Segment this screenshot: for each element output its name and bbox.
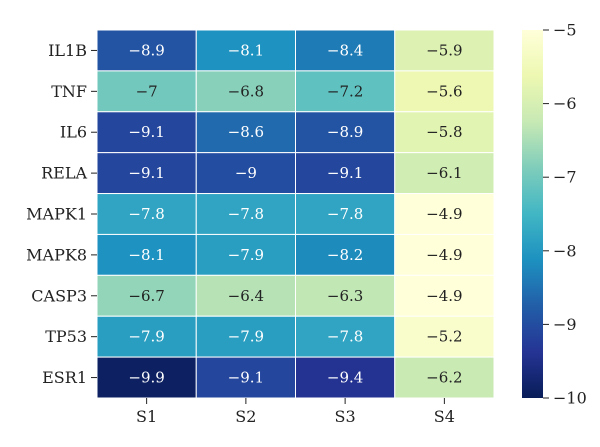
heatmap-cell-mapk8-s2 <box>195 233 296 276</box>
row-labels: IL1B TNF IL6 RELA MAPK1 MAPK8 CASP3 TP53 ESR1 <box>26 41 97 387</box>
colorbar-tick-label: −9 <box>553 315 577 334</box>
cell-value-label: −7.9 <box>228 246 264 264</box>
cell-value-label: −7.8 <box>228 205 264 223</box>
colorbar-tick-label: −7 <box>553 168 577 187</box>
colorbar-ticks: −5 −6 −7 −8 −9 −10 <box>543 21 587 408</box>
cell-value-label: −9.1 <box>327 164 363 182</box>
cell-value-label: −4.9 <box>426 287 462 305</box>
row-label-il6: IL6 <box>60 123 87 142</box>
colorbar-tick-label: −10 <box>553 389 587 408</box>
cell-value-label: −7.8 <box>128 205 164 223</box>
heatmap-cell-il6-s2 <box>195 111 296 154</box>
heatmap-cell-casp3-s4 <box>394 274 495 317</box>
cell-value-label: −8.1 <box>128 246 164 264</box>
cell-value-label: −5.2 <box>426 328 462 346</box>
column-label-s3: S3 <box>335 407 356 426</box>
cell-value-label: −6.2 <box>426 369 462 387</box>
row-label-tnf: TNF <box>51 82 87 101</box>
cell-value-label: −7.8 <box>327 205 363 223</box>
cell-value-label: −6.3 <box>327 287 363 305</box>
cell-value-label: −7.8 <box>327 328 363 346</box>
cell-value-label: −9.9 <box>128 369 164 387</box>
colorbar-tick-label: −8 <box>553 241 577 260</box>
heatmap-cell-tnf-s2 <box>195 70 296 113</box>
heatmap-cell-il1b-s1 <box>96 29 197 72</box>
cell-value-label: −6.4 <box>228 287 264 305</box>
cell-value-label: −9.1 <box>128 164 164 182</box>
heatmap-cell-mapk8-s3 <box>295 233 396 276</box>
cell-value-label: −5.9 <box>426 41 462 59</box>
heatmap-cell-tp53-s1 <box>96 315 197 358</box>
heatmap-cell-rela-s2 <box>195 152 296 195</box>
cell-value-label: −8.9 <box>327 123 363 141</box>
heatmap-cell-tp53-s3 <box>295 315 396 358</box>
colorbar-tick-label: −5 <box>553 21 577 40</box>
cell-value-label: −6.7 <box>128 287 164 305</box>
cell-value-label: −7.2 <box>327 82 363 100</box>
row-label-casp3: CASP3 <box>31 286 87 305</box>
row-label-mapk1: MAPK1 <box>26 205 87 224</box>
cell-value-label: −9.1 <box>228 369 264 387</box>
heatmap-cell-casp3-s3 <box>295 274 396 317</box>
heatmap-cell-rela-s4 <box>394 152 495 195</box>
cell-value-label: −9 <box>235 164 257 182</box>
cell-value-label: −8.9 <box>128 41 164 59</box>
heatmap-cell-il1b-s2 <box>195 29 296 72</box>
cell-value-label: −6.8 <box>228 82 264 100</box>
cell-value-label: −9.4 <box>327 369 363 387</box>
cell-value-label: −4.9 <box>426 246 462 264</box>
cell-value-label: −8.1 <box>228 41 264 59</box>
column-label-s1: S1 <box>136 407 157 426</box>
cell-value-label: −6.1 <box>426 164 462 182</box>
row-label-rela: RELA <box>41 164 87 183</box>
row-label-esr1: ESR1 <box>42 368 87 387</box>
heatmap-cell-il1b-s4 <box>394 29 495 72</box>
heatmap-cell-casp3-s1 <box>96 274 197 317</box>
colorbar <box>522 30 543 398</box>
row-label-tp53: TP53 <box>45 327 87 346</box>
cell-value-label: −5.8 <box>426 123 462 141</box>
cell-value-label: −7.9 <box>228 328 264 346</box>
heatmap-cell-mapk1-s3 <box>295 193 396 235</box>
cell-value-label: −8.6 <box>228 123 264 141</box>
heatmap-cell-mapk1-s2 <box>195 193 296 235</box>
heatmap-cell-mapk8-s1 <box>96 233 197 276</box>
cell-value-label: −7.9 <box>128 328 164 346</box>
column-label-s4: S4 <box>434 407 455 426</box>
row-label-il1b: IL1B <box>48 41 87 60</box>
cell-value-label: −8.4 <box>327 41 363 59</box>
heatmap-cell-mapk1-s4 <box>394 193 495 235</box>
cell-value-label: −5.6 <box>426 82 462 100</box>
cell-value-label: −7 <box>136 82 158 100</box>
cell-value-label: −4.9 <box>426 205 462 223</box>
heatmap-cell-tnf-s4 <box>394 70 495 113</box>
row-label-mapk8: MAPK8 <box>26 245 87 264</box>
heatmap-cell-mapk8-s4 <box>394 233 495 276</box>
heatmap-cell-esr1-s4 <box>394 356 495 399</box>
column-labels: S1 S2 S3 S4 <box>136 398 455 426</box>
column-label-s2: S2 <box>235 407 256 426</box>
cell-value-label: −9.1 <box>128 123 164 141</box>
cell-value-label: −8.2 <box>327 246 363 264</box>
colorbar-tick-label: −6 <box>553 94 577 113</box>
heatmap-cell-il1b-s3 <box>295 29 396 72</box>
heatmap-cell-il6-s4 <box>394 111 495 154</box>
heatmap-cells: −8.9 −8.1 −8.4 −5.9 −7 −6.8 −7.2 −5.6 −9.1 −8.6 −8… <box>96 29 495 399</box>
